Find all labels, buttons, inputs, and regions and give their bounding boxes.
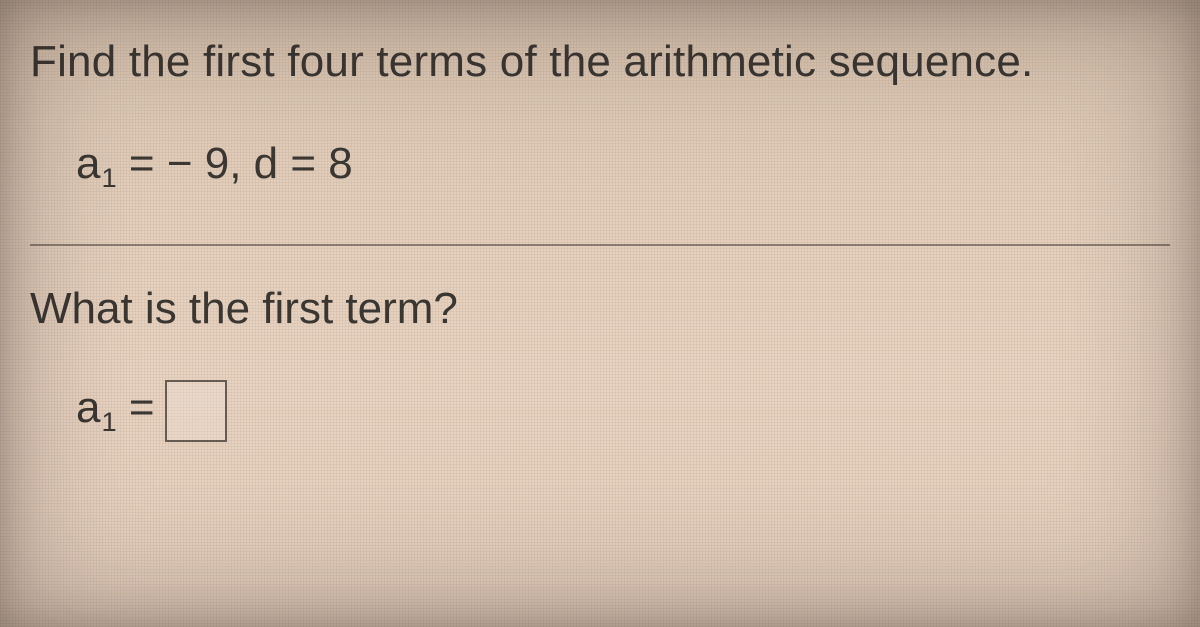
separator: , [229,139,253,188]
var-a: a [76,139,100,188]
answer-subscript-1: 1 [100,406,116,437]
problem-instruction: Find the first four terms of the arithme… [30,34,1170,89]
subscript-1: 1 [100,162,116,193]
equals-sign: = [117,139,167,188]
a1-value: − 9 [167,139,229,188]
answer-input[interactable] [165,380,227,442]
divider [30,244,1170,246]
var-d: d [254,139,278,188]
d-value: 8 [328,139,352,188]
answer-lhs: a1 = [76,383,155,438]
given-values: a1 = − 9, d = 8 [76,139,1170,194]
sub-question: What is the first term? [30,284,1170,334]
equals-sign-d: = [278,139,328,188]
answer-var-a: a [76,383,100,432]
answer-row: a1 = [76,380,1170,442]
answer-equals: = [117,383,155,432]
